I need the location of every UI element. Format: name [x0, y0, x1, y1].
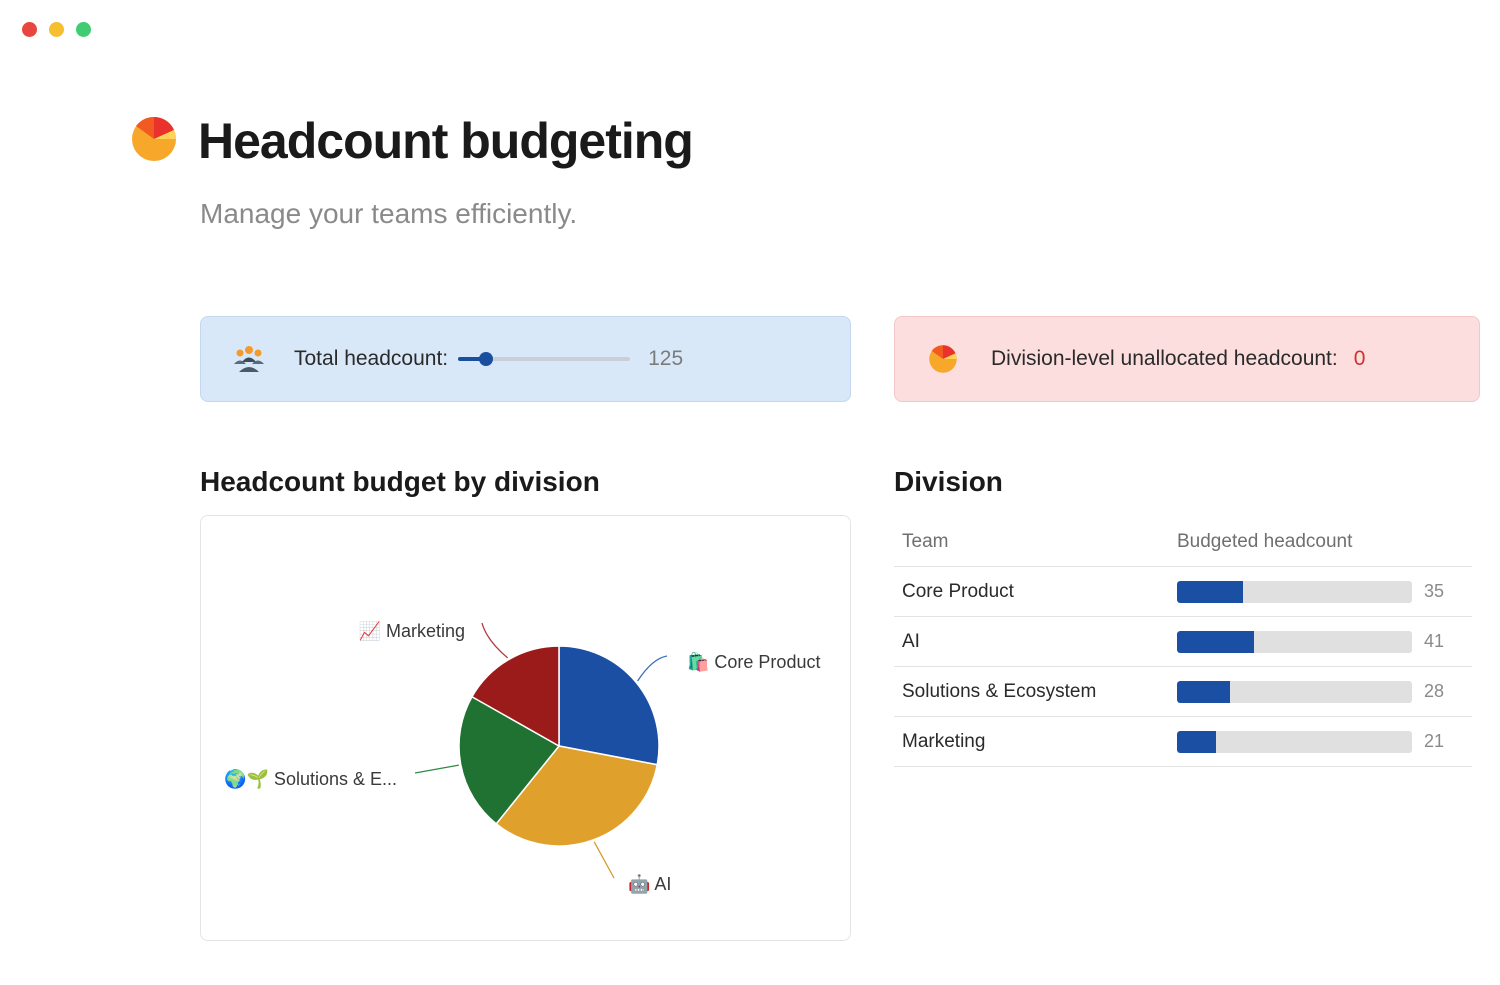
maximize-window-button[interactable] [76, 22, 91, 37]
pie-leader-line [414, 764, 459, 774]
pie-slice[interactable] [458, 695, 561, 825]
window-controls [22, 22, 91, 37]
pie-slice-label: 🛍️ Core Product [687, 651, 820, 672]
slider-thumb[interactable] [478, 352, 493, 366]
pie-chart-svg: 🛍️ Core Product 🤖 AI 🌍🌱 Solutions & E... 📈 … [224, 620, 820, 894]
budget-bar [1177, 680, 1412, 703]
pie-chart-icon [130, 115, 178, 168]
pie-slice-label: 📈 Marketing [359, 620, 465, 641]
team-name: Solutions & Ecosystem [902, 680, 1097, 702]
budget-cell: 28 [1167, 680, 1472, 703]
division-pie-chart: 🛍️ Core Product 🤖 AI 🌍🌱 Solutions & E... 📈 … [200, 515, 851, 941]
budget-cell: 35 [1167, 580, 1472, 603]
budget-bar-fill [1177, 580, 1243, 603]
pie-slice[interactable] [470, 645, 560, 748]
budget-bar [1177, 580, 1412, 603]
table-body: Core Product 35 AI 41 Solutions & Ecosystem 2… [894, 567, 1472, 767]
pie-slice[interactable] [558, 645, 660, 766]
chart-section-title: Headcount budget by division [200, 466, 600, 497]
budget-value: 35 [1424, 581, 1445, 601]
column-header-team: Team [902, 531, 949, 552]
unallocated-headcount-label: Division-level unallocated headcount: [991, 347, 1338, 370]
budget-value: 41 [1424, 631, 1445, 651]
team-name: Marketing [902, 730, 986, 752]
table-row[interactable]: Marketing 21 [894, 717, 1472, 767]
table-header-row: Team Budgeted headcount [894, 518, 1472, 567]
budget-bar-fill [1177, 630, 1255, 653]
division-table: Team Budgeted headcount Core Product 35 AI… [894, 518, 1472, 767]
team-name: AI [902, 630, 920, 652]
page-header: Headcount budgeting [130, 112, 694, 170]
pie-leader-line [637, 655, 668, 682]
table-row[interactable]: AI 41 [894, 617, 1472, 667]
pie-slice-label: 🌍🌱 Solutions & E... [224, 768, 397, 789]
team-name: Core Product [902, 580, 1014, 602]
unallocated-headcount-card: Division-level unallocated headcount: 0 [894, 316, 1480, 402]
headcount-slider[interactable] [458, 352, 631, 366]
slider-track [458, 357, 631, 361]
pie-leader-line [593, 841, 615, 879]
budget-value: 21 [1424, 731, 1445, 751]
unallocated-headcount-value: 0 [1353, 347, 1366, 370]
total-headcount-label: Total headcount: [294, 347, 449, 370]
table-row[interactable]: Core Product 35 [894, 567, 1472, 617]
people-icon [231, 341, 267, 377]
total-headcount-value: 125 [648, 347, 684, 370]
budget-value: 28 [1424, 681, 1445, 701]
pie-chart-icon [925, 341, 961, 377]
pie-leader-line [481, 622, 509, 659]
pie-slice-label: 🤖 AI [628, 873, 671, 894]
table-section-title: Division [894, 466, 1003, 497]
slider-fill [458, 357, 486, 361]
budget-bar-fill [1177, 680, 1230, 703]
pie-slice[interactable] [495, 745, 659, 847]
budget-bar-fill [1177, 730, 1217, 753]
close-window-button[interactable] [22, 22, 37, 37]
budget-cell: 41 [1167, 630, 1472, 653]
budget-bar [1177, 730, 1412, 753]
total-headcount-card: Total headcount: 125 [200, 316, 851, 402]
budget-bar [1177, 630, 1412, 653]
budget-cell: 21 [1167, 730, 1472, 753]
table-row[interactable]: Solutions & Ecosystem 28 [894, 667, 1472, 717]
column-header-budget: Budgeted headcount [1177, 531, 1353, 552]
page-title: Headcount budgeting [198, 113, 694, 169]
minimize-window-button[interactable] [49, 22, 64, 37]
page-subtitle: Manage your teams efficiently. [200, 198, 578, 229]
